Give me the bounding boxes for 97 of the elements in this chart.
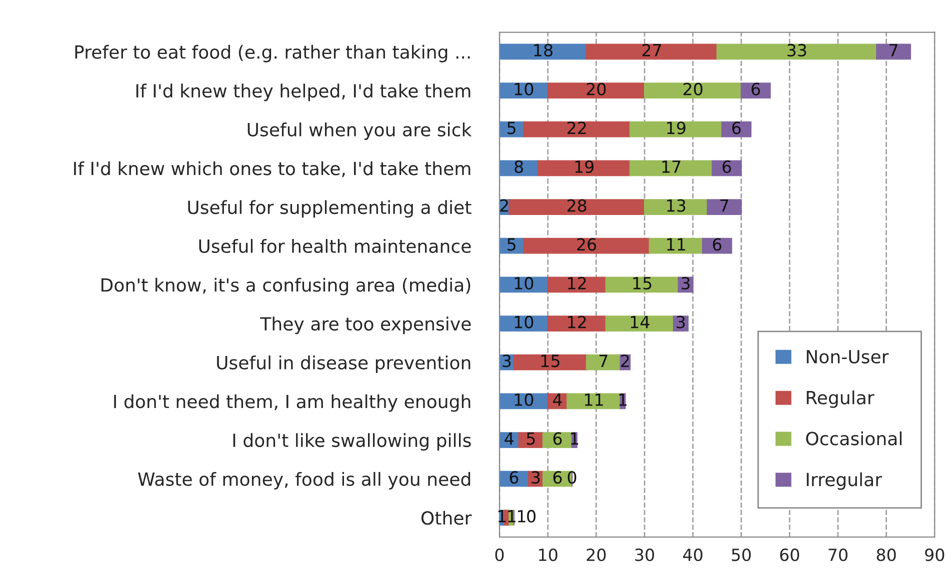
x-tick-label: 70 [828, 548, 848, 562]
data-label: 10 [514, 393, 534, 406]
data-label: 10 [514, 276, 534, 290]
legend-label: Occasional [806, 431, 902, 446]
data-label: 3 [676, 316, 685, 328]
data-label: 3 [532, 471, 540, 484]
data-label: 5 [508, 238, 516, 251]
bar [523, 238, 650, 254]
data-label: 18 [534, 44, 552, 57]
y-tick-label: If I'd knew which ones to take, I'd take them [74, 161, 470, 178]
data-label: 7 [600, 354, 608, 367]
data-label: 27 [642, 44, 661, 56]
data-label: 15 [633, 277, 652, 290]
data-label: 6 [722, 160, 731, 174]
bar [586, 44, 718, 60]
legend-label: Regular [806, 390, 874, 408]
x-tick-label: 0 [495, 548, 504, 562]
y-tick-label: I don't like swallowing pills [233, 433, 471, 451]
data-label: 2 [621, 354, 629, 367]
data-label: 6 [510, 471, 518, 484]
x-tick-label: 80 [876, 548, 896, 562]
legend-label: Non-User [806, 350, 889, 364]
bar [586, 354, 621, 370]
data-label: 1 [518, 510, 526, 522]
data-label: 7 [890, 44, 898, 56]
bar [648, 238, 704, 254]
bar [629, 121, 722, 138]
data-label: 17 [662, 160, 680, 173]
bar [740, 82, 771, 98]
y-tick-label: Useful for supplementing a diet [188, 200, 472, 218]
bar [629, 160, 713, 176]
bar [605, 316, 674, 332]
bar [644, 199, 708, 215]
x-tick-label: 20 [586, 548, 606, 562]
data-label: 2 [500, 199, 508, 212]
x-tick-label: 60 [780, 548, 800, 562]
bar [513, 354, 588, 370]
bar [702, 238, 732, 254]
y-tick-label: Other [421, 510, 472, 525]
bar [508, 199, 646, 215]
data-label: 6 [752, 82, 760, 96]
data-label: 4 [504, 432, 514, 445]
y-tick-label: I don't need them, I am healthy enough [114, 394, 470, 412]
bar [721, 121, 752, 138]
data-label: 7 [720, 199, 728, 212]
y-tick-label: Waste of money, food is all you need [138, 472, 470, 490]
data-label: 8 [514, 160, 523, 174]
bar [538, 160, 631, 176]
data-label: 11 [585, 394, 603, 406]
y-tick-label: Prefer to eat food (e.g. rather than taking ... [75, 44, 470, 62]
data-label: 12 [568, 276, 586, 290]
y-tick-label: They are too expensive [260, 316, 471, 334]
data-label: 6 [712, 238, 722, 251]
data-label: 22 [567, 122, 586, 134]
bar [644, 82, 742, 98]
x-tick-label: 90 [925, 548, 944, 562]
bar [547, 82, 646, 98]
legend-label: Irregular [806, 472, 882, 490]
data-label: 6 [553, 471, 562, 484]
x-tick-label: 50 [732, 548, 751, 562]
data-label: 3 [502, 354, 511, 368]
data-label: 5 [508, 122, 516, 134]
bar [499, 44, 588, 60]
data-label: 26 [577, 238, 596, 251]
y-tick-label: Useful when you are sick [248, 122, 472, 140]
bar [706, 199, 742, 215]
data-label: 10 [514, 316, 534, 328]
x-tick-label: 40 [683, 548, 702, 562]
data-label: 10 [514, 82, 534, 96]
data-label: 3 [682, 276, 690, 290]
data-label: 19 [575, 160, 594, 174]
bar [716, 44, 878, 60]
data-label: 19 [667, 122, 686, 134]
x-tick-label: 30 [635, 548, 654, 562]
data-label: 12 [568, 316, 586, 328]
data-label: 20 [684, 82, 702, 96]
bar [523, 121, 631, 138]
data-label: 6 [732, 122, 741, 134]
data-label: 13 [667, 199, 686, 212]
data-label: 11 [667, 238, 686, 250]
data-label: 0 [527, 510, 536, 523]
y-tick-label: Don't know, it's a confusing area (media) [102, 278, 470, 296]
data-label: 33 [788, 44, 806, 57]
data-label: 6 [553, 432, 562, 445]
data-label: 5 [526, 432, 535, 445]
y-tick-label: If I'd knew they helped, I'd take them [136, 84, 470, 102]
data-label: 4 [553, 394, 562, 406]
data-label: 15 [541, 354, 560, 368]
data-label: 14 [630, 316, 650, 328]
bar [605, 276, 679, 293]
y-tick-label: Useful in disease prevention [217, 356, 470, 373]
bar [547, 316, 606, 332]
y-tick-label: Useful for health maintenance [199, 239, 471, 253]
bar [876, 44, 912, 60]
data-label: 20 [586, 82, 606, 96]
x-tick-label: 10 [539, 548, 558, 562]
data-label: 28 [567, 199, 586, 212]
